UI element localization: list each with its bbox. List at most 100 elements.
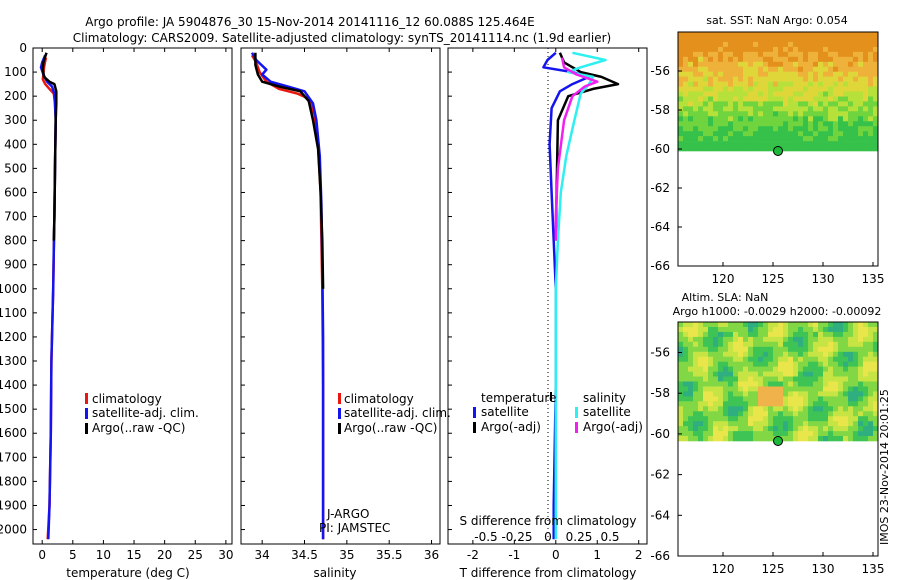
heatmap-cell [773,356,779,362]
heatmap-cell [708,401,714,407]
heatmap-cell [873,66,879,72]
heatmap-cell [728,366,734,372]
heatmap-cell [773,86,779,92]
heatmap-cell [723,37,729,43]
heatmap-cell [793,86,799,92]
heatmap-cell [868,106,874,112]
heatmap-cell [813,46,819,53]
heatmap-cell [813,366,819,372]
heatmap-cell [868,386,874,392]
heatmap-cell [728,32,734,38]
heatmap-cell [798,51,804,58]
heatmap-cell [713,421,719,427]
heatmap-cell [783,121,789,127]
heatmap-cell [768,141,774,147]
heatmap-cell [748,401,754,407]
heatmap-cell [688,336,694,343]
heatmap-cell [698,86,704,92]
heatmap-cell [758,32,764,38]
heatmap-cell [783,141,789,147]
heatmap-cell [848,356,854,362]
heatmap-cell [733,366,739,372]
heatmap-cell [688,386,694,392]
heatmap-cell [758,37,764,43]
heatmap-cell [718,146,724,152]
heatmap-cell [783,346,789,353]
heatmap-cell [813,131,819,137]
heatmap-cell [708,32,714,38]
heatmap-cell [728,341,734,348]
heatmap-cell [843,346,849,353]
heatmap-cell [858,421,864,427]
heatmap-cell [683,396,689,402]
heatmap-cell [713,411,719,417]
heatmap-cell [693,136,699,142]
heatmap-cell [828,91,834,97]
x-tick-label: 30 [218,548,233,562]
heatmap-cell [823,322,829,328]
heatmap-cell [718,51,724,58]
heatmap-cell [818,371,824,377]
heatmap-cell [828,66,834,72]
heatmap-cell [838,391,844,397]
heatmap-cell [678,76,684,82]
heatmap-cell [753,91,759,97]
heatmap-cell [853,66,859,72]
sst-map-panel: sat. SST: NaN Argo: 0.054 120 125 130 135-5… [650,14,884,286]
heatmap-cell [803,126,809,132]
heatmap-cell [738,61,744,68]
heatmap-cell [788,91,794,97]
heatmap-cell [808,436,814,442]
heatmap-cell [768,406,774,412]
heatmap-cell [738,126,744,132]
heatmap-cell [748,56,754,63]
heatmap-cell [873,51,879,58]
heatmap-cell [713,56,719,63]
heatmap-cell [768,91,774,97]
heatmap-cell [833,331,839,338]
heatmap-cell [828,111,834,117]
heatmap-cell [748,431,754,437]
heatmap-cell [818,126,824,132]
heatmap-cell [783,61,789,68]
heatmap-cell [693,111,699,117]
heatmap-cell [703,116,709,122]
heatmap-cell [863,396,869,402]
heatmap-cell [838,61,844,68]
heatmap-cell [838,371,844,377]
heatmap-cell [753,106,759,112]
heatmap-cell [798,376,804,382]
heatmap-cell [868,121,874,127]
heatmap-cell [748,386,754,392]
heatmap-cell [783,131,789,137]
heatmap-cell [778,361,784,367]
heatmap-cell [848,351,854,358]
heatmap-cell [813,61,819,68]
heatmap-cell [708,41,714,48]
legend-swatch-satellite [338,408,341,419]
heatmap-cell [798,106,804,112]
heatmap-cell [838,91,844,97]
heatmap-cell [743,141,749,147]
heatmap-cell [793,361,799,367]
heatmap-cell [803,86,809,92]
heatmap-cell [768,351,774,358]
heatmap-cell [743,86,749,92]
heatmap-cell [853,101,859,107]
heatmap-cell [853,91,859,97]
heatmap-cell [683,322,689,328]
heatmap-cell [748,371,754,377]
heatmap-cell [848,56,854,63]
heatmap-cell [783,76,789,82]
heatmap-cell [863,96,869,102]
heatmap-cell [718,336,724,343]
heatmap-cell [813,411,819,417]
heatmap-cell [733,351,739,358]
heatmap-cell [693,71,699,77]
heatmap-cell [773,111,779,117]
heatmap-cell [868,116,874,122]
heatmap-cell [683,111,689,117]
heatmap-cell [703,46,709,53]
heatmap-cell [863,346,869,353]
heatmap-cell [763,111,769,117]
